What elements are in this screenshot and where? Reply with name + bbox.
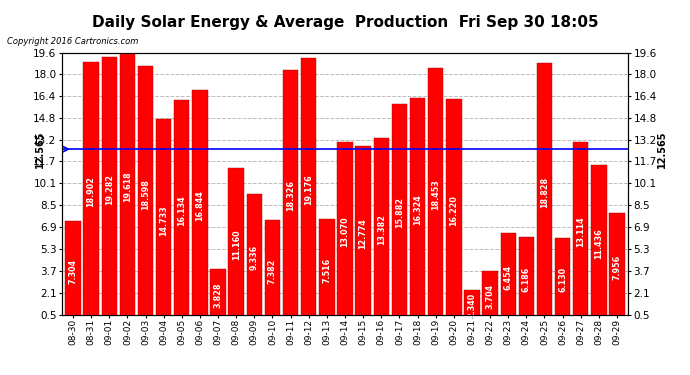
Bar — [591, 165, 607, 322]
Bar — [555, 238, 571, 322]
Text: 14.733: 14.733 — [159, 206, 168, 236]
Text: 7.956: 7.956 — [613, 255, 622, 280]
Text: 16.844: 16.844 — [195, 191, 204, 222]
Bar — [265, 220, 280, 322]
Text: 6.454: 6.454 — [504, 265, 513, 290]
Bar — [138, 66, 153, 322]
Text: 3.704: 3.704 — [486, 284, 495, 309]
Bar — [246, 194, 262, 322]
Text: 13.070: 13.070 — [340, 217, 350, 248]
Bar — [464, 290, 480, 322]
Text: 16.324: 16.324 — [413, 194, 422, 225]
Bar — [156, 119, 171, 322]
Text: 18.598: 18.598 — [141, 178, 150, 210]
Text: 9.336: 9.336 — [250, 245, 259, 270]
Text: 16.220: 16.220 — [449, 195, 458, 226]
Text: 18.453: 18.453 — [431, 180, 440, 210]
Bar — [301, 58, 317, 322]
Bar — [373, 138, 389, 322]
Bar — [283, 70, 298, 322]
Bar — [119, 52, 135, 322]
Text: 19.618: 19.618 — [123, 172, 132, 202]
Text: 13.114: 13.114 — [576, 216, 585, 247]
Bar — [392, 104, 407, 322]
Text: 19.282: 19.282 — [105, 174, 114, 205]
Text: 11.160: 11.160 — [232, 230, 241, 261]
Text: Copyright 2016 Cartronics.com: Copyright 2016 Cartronics.com — [7, 38, 138, 46]
Bar — [83, 62, 99, 322]
Bar — [210, 269, 226, 322]
Bar — [355, 146, 371, 322]
Text: 11.436: 11.436 — [594, 228, 603, 259]
Bar — [319, 219, 335, 322]
Bar — [174, 100, 190, 322]
Text: 13.382: 13.382 — [377, 214, 386, 245]
Text: 6.130: 6.130 — [558, 267, 567, 292]
Text: 15.882: 15.882 — [395, 197, 404, 228]
Bar — [228, 168, 244, 322]
Text: 16.134: 16.134 — [177, 196, 186, 226]
Bar — [446, 99, 462, 322]
Bar — [428, 68, 444, 322]
Text: Daily Solar Energy & Average  Production  Fri Sep 30 18:05: Daily Solar Energy & Average Production … — [92, 15, 598, 30]
Bar — [337, 142, 353, 322]
Bar — [193, 90, 208, 322]
Bar — [519, 237, 534, 322]
Text: 3.828: 3.828 — [214, 283, 223, 308]
Bar — [482, 271, 497, 322]
Text: 12.565: 12.565 — [35, 130, 46, 168]
Bar — [537, 63, 552, 322]
Text: 18.902: 18.902 — [87, 177, 96, 207]
Text: 7.304: 7.304 — [68, 259, 77, 284]
Bar — [66, 222, 81, 322]
Text: 2.340: 2.340 — [467, 293, 476, 318]
Bar — [573, 142, 589, 322]
Text: 7.516: 7.516 — [322, 258, 331, 283]
Bar — [500, 233, 516, 322]
Bar — [410, 98, 425, 322]
Bar — [609, 213, 624, 322]
Text: 7.382: 7.382 — [268, 258, 277, 284]
Text: 18.828: 18.828 — [540, 177, 549, 208]
Text: 12.565: 12.565 — [658, 130, 667, 168]
Text: 19.176: 19.176 — [304, 175, 313, 206]
Text: 6.186: 6.186 — [522, 267, 531, 292]
Bar — [101, 57, 117, 322]
Text: 18.326: 18.326 — [286, 180, 295, 212]
Text: 12.774: 12.774 — [359, 219, 368, 249]
